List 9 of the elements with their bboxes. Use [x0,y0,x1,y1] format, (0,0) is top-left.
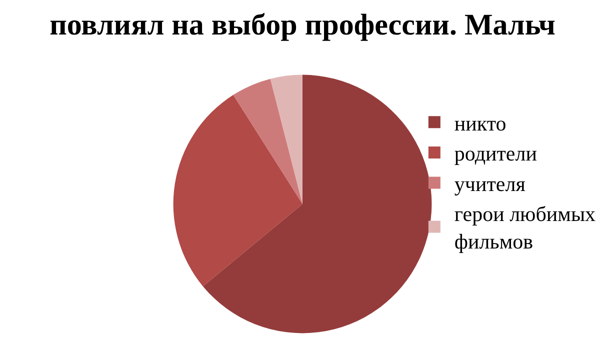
legend-label: никто [454,111,506,136]
chart-title: повлиял на выбор профессии. Мальч [50,8,556,42]
pie-slice [202,74,432,334]
pie-slice [173,94,302,286]
pie-slice [233,78,302,204]
legend-label: учителя [454,172,526,196]
legend-label: родители [454,142,537,166]
legend-label: герои любимых фильмов [454,202,596,254]
pie-slice [270,74,302,204]
